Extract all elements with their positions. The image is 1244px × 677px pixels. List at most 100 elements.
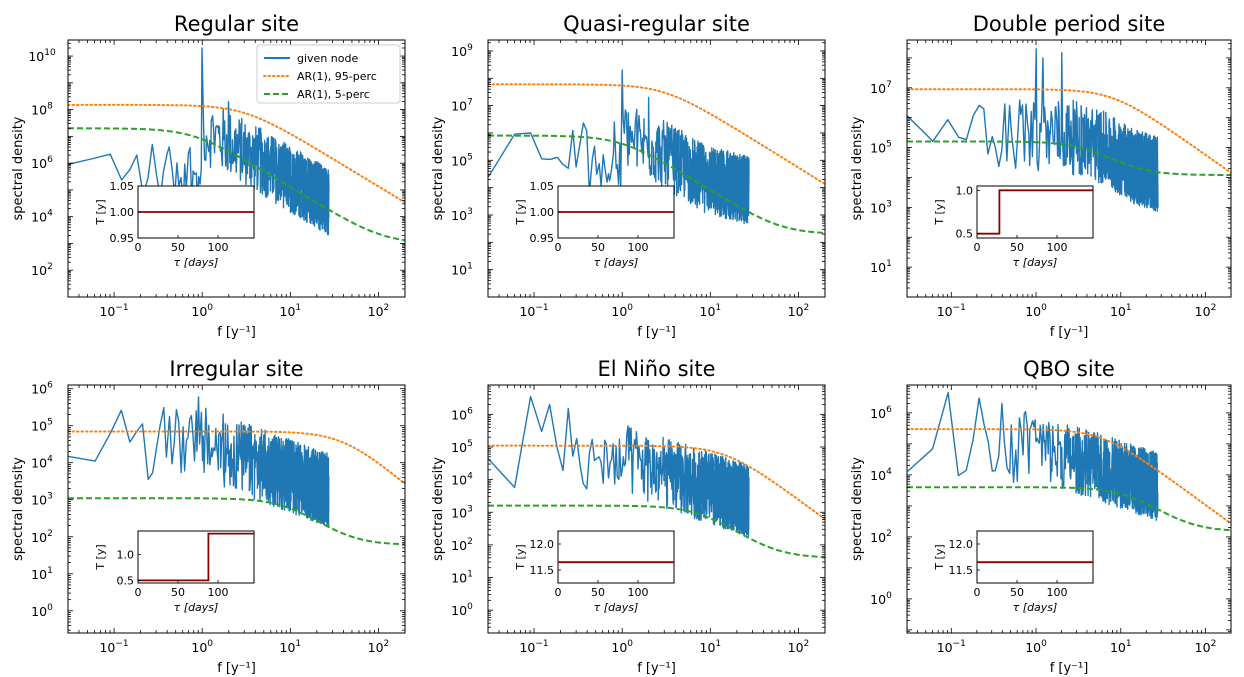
panel-4-inset-series (138, 532, 254, 582)
panel-2-x-tick-label: 102 (788, 303, 810, 319)
panel-2-y-label: spectral density (431, 116, 446, 220)
panel-2-series-given-node (488, 69, 750, 225)
panel-2-title: Quasi-regular site (563, 12, 750, 36)
panel-2-inset-y-label: T [y] (514, 199, 527, 225)
panel-1-inset-y-tick-label: 1.05 (110, 180, 135, 193)
panel-5-y-tick-label: 103 (451, 504, 473, 520)
panel-3-x-tick-label: 10−1 (937, 303, 966, 319)
panel-5-y-axis: 100 101 102 103 104 105 106 (451, 386, 825, 634)
panel-2-inset-y-tick-label: 1.00 (530, 206, 555, 219)
panel-6-y-tick-label: 104 (870, 467, 892, 483)
panel-6-inset-x-label: τ [days] (1013, 601, 1058, 614)
panel-2-y-tick-label: 109 (451, 43, 473, 59)
panel-3-y-axis: 101 103 105 107 (870, 43, 1231, 298)
legend-label-node: given node (297, 52, 358, 65)
panel-4-inset-y-tick-label: 0.5 (117, 574, 135, 587)
panel-4-y-tick-label: 100 (31, 603, 53, 619)
legend-label-p95: AR(1), 95-perc (297, 70, 377, 83)
panel-1-y-tick-label: 102 (31, 262, 53, 278)
panel-1-series-ar1-95 (68, 103, 405, 204)
panel-6-y-tick-label: 102 (870, 529, 892, 545)
panel-6-axes-frame (906, 384, 1232, 634)
panel-4-y-tick-label: 102 (31, 529, 53, 545)
panel-1-y-tick-label: 106 (31, 155, 53, 171)
panel-6-inset-x-tick-label: 50 (1010, 586, 1024, 599)
panel-3-axes-frame (906, 39, 1232, 298)
panel-5-x-label: f [y⁻¹] (637, 661, 676, 676)
panel-4-inset-x-tick-label: 0 (135, 586, 142, 599)
panel-5-series-given-node (488, 395, 750, 538)
panel-1-series-ar1-5 (68, 127, 405, 242)
panel-5-y-tick-label: 102 (451, 537, 473, 553)
panel-4-inset-x-label: τ [days] (174, 601, 219, 614)
panel-6-x-axis: 10−1 100 101 102 (906, 385, 1232, 655)
panel-1-y-tick-label: 108 (31, 102, 53, 118)
panel-6-y-axis: 100 102 104 106 (870, 386, 1231, 634)
panel-3-y-tick-label: 107 (870, 80, 892, 96)
panel-4-series-ar1-5 (68, 497, 405, 546)
panel-2-x-tick-label: 100 (611, 303, 633, 319)
panel-2-series-ar1-95 (488, 83, 825, 186)
panel-5-inset-y-tick-label: 11.5 (530, 564, 555, 577)
panel-4-x-tick-label: 10−1 (99, 639, 128, 655)
panel-6-x-tick-label: 102 (1195, 639, 1217, 655)
panel-1-inset-y-tick-label: 0.95 (110, 232, 135, 245)
panel-3-y-tick-label: 103 (870, 199, 892, 215)
panel-4-y-tick-label: 106 (31, 381, 53, 397)
panel-1-y-axis: 102 104 106 108 1010 (28, 42, 405, 298)
panel-6-series-ar1-95 (907, 428, 1231, 525)
panel-5-inset-y-tick-label: 12.0 (530, 538, 555, 551)
panel-4: Irregular site 10−1 100 101 102 f [y⁻¹] 100 101… (11, 357, 406, 676)
panel-3-x-tick-label: 100 (1025, 303, 1047, 319)
panel-1-y-label: spectral density (11, 116, 26, 220)
panel-1-axes-frame (67, 39, 406, 298)
panel-5-x-tick-label: 100 (611, 639, 633, 655)
panel-5-series-ar1-95 (488, 444, 825, 521)
panel-6-plot-area (907, 392, 1231, 532)
panel-4-inset-frame (137, 530, 255, 584)
panel-6-inset-y-tick-label: 12.0 (949, 538, 974, 551)
panel-4-x-label: f [y⁻¹] (217, 661, 256, 676)
panel-6-y-label: spectral density (850, 457, 865, 561)
panel-2-inset-x-tick-label: 0 (555, 241, 562, 254)
panel-6-inset-x-tick-label: 0 (974, 586, 981, 599)
panel-3-series-ar1-5 (907, 140, 1231, 176)
panel-6-x-tick-label: 10−1 (937, 639, 966, 655)
panel-4-series-ar1-95 (68, 430, 405, 485)
panel-6-x-tick-label: 100 (1025, 639, 1047, 655)
panel-1-x-tick-label: 102 (368, 303, 390, 319)
panel-2-plot-area (488, 69, 825, 234)
panel-6-series-ar1-5 (907, 486, 1231, 532)
panel-2-inset-y-tick-label: 0.95 (530, 232, 555, 245)
panel-4-y-tick-label: 103 (31, 492, 53, 508)
panel-2-x-tick-label: 101 (700, 303, 722, 319)
panel-4-y-tick-label: 104 (31, 455, 53, 471)
panel-3-y-tick-label: 101 (870, 259, 892, 275)
panel-4-x-tick-label: 100 (191, 639, 213, 655)
panel-3-y-tick-label: 105 (870, 140, 892, 156)
panel-2-inset-x-tick-label: 100 (628, 241, 649, 254)
panel-5-axes-frame (487, 384, 826, 634)
panel-3-inset-frame (976, 185, 1094, 239)
panel-1-inset-y-label: T [y] (94, 199, 107, 225)
panel-1-inset-x-label: τ [days] (174, 256, 219, 269)
panel-2-y-tick-label: 101 (451, 262, 473, 278)
panel-1-inset: 0 50 100 0.95 1.00 1.05 τ [days] T [y] (94, 180, 255, 269)
panel-4-x-tick-label: 102 (368, 639, 390, 655)
panel-4-inset-x-tick-label: 50 (171, 586, 185, 599)
panel-6-y-tick-label: 100 (870, 591, 892, 607)
panel-1-x-tick-label: 100 (191, 303, 213, 319)
panel-3-x-label: f [y⁻¹] (1050, 325, 1089, 340)
panel-5-inset: 0 50 100 11.5 12.0 τ [days] T [y] (514, 530, 675, 614)
panel-4-axes-frame (67, 384, 406, 634)
panel-1-x-label: f [y⁻¹] (217, 325, 256, 340)
panel-3-inset-x-tick-label: 0 (974, 241, 981, 254)
panel-6-inset-frame (976, 530, 1094, 584)
panel-5-inset-x-tick-label: 100 (628, 586, 649, 599)
panel-5-inset-y-label: T [y] (514, 544, 527, 570)
panel-4-inset-x-tick-label: 100 (208, 586, 229, 599)
panel-1-x-tick-label: 10−1 (99, 303, 128, 319)
panel-5-inset-x-tick-label: 50 (591, 586, 605, 599)
